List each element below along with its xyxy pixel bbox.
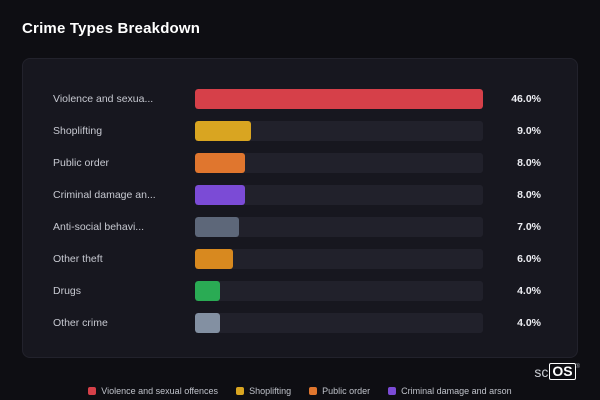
logo-box: OS: [549, 363, 576, 380]
row-label: Shoplifting: [53, 125, 103, 137]
bar-rows: Violence and sexua... 46.0% Shoplifting …: [53, 83, 541, 339]
row-label: Anti-social behavi...: [53, 221, 145, 233]
bar[interactable]: [195, 121, 252, 141]
bar-track: [195, 185, 483, 205]
row-value: 8.0%: [517, 189, 541, 201]
page-title: Crime Types Breakdown: [22, 20, 201, 37]
row-label: Criminal damage an...: [53, 189, 156, 201]
bar-row: Other theft 6.0%: [53, 243, 541, 275]
row-value: 8.0%: [517, 157, 541, 169]
legend-swatch-icon: [88, 387, 97, 395]
legend-label: Violence and sexual offences: [101, 386, 219, 396]
row-label: Violence and sexua...: [53, 93, 154, 105]
legend-item[interactable]: Public order: [309, 386, 370, 396]
row-label: Other crime: [53, 317, 108, 329]
legend-label: Criminal damage and arson: [401, 386, 512, 396]
legend-item[interactable]: Violence and sexual offences: [88, 386, 218, 396]
row-value: 7.0%: [517, 221, 541, 233]
bar-row: Other crime 4.0%: [53, 307, 541, 339]
bar-track: [195, 313, 483, 333]
row-value: 4.0%: [517, 285, 541, 297]
legend-swatch-icon: [309, 387, 318, 395]
legend-label: Shoplifting: [249, 386, 292, 396]
chart-legend: Violence and sexual offences Shoplifting…: [0, 386, 600, 396]
legend-swatch-icon: [236, 387, 245, 395]
registered-mark-icon: ®: [575, 364, 580, 370]
legend-item[interactable]: Shoplifting: [236, 386, 291, 396]
bar[interactable]: [195, 185, 246, 205]
bar-track: [195, 153, 483, 173]
row-value: 46.0%: [511, 93, 541, 105]
bar[interactable]: [195, 217, 239, 237]
scos-logo: sc OS ®: [534, 363, 580, 380]
bar[interactable]: [195, 313, 221, 333]
bar-track: [195, 121, 483, 141]
bar-track: [195, 281, 483, 301]
legend-label: Public order: [322, 386, 371, 396]
bar-row: Anti-social behavi... 7.0%: [53, 211, 541, 243]
bar-track: [195, 249, 483, 269]
row-label: Public order: [53, 157, 110, 169]
row-label: Other theft: [53, 253, 103, 265]
row-value: 9.0%: [517, 125, 541, 137]
crime-types-chart-card: Violence and sexua... 46.0% Shoplifting …: [22, 58, 578, 358]
bar-row: Drugs 4.0%: [53, 275, 541, 307]
row-value: 4.0%: [517, 317, 541, 329]
row-value: 6.0%: [517, 253, 541, 265]
bar-row: Criminal damage an... 8.0%: [53, 179, 541, 211]
logo-prefix: sc: [534, 363, 549, 380]
bar-row: Shoplifting 9.0%: [53, 115, 541, 147]
row-label: Drugs: [53, 285, 82, 297]
bar[interactable]: [195, 153, 246, 173]
bar[interactable]: [195, 249, 233, 269]
bar[interactable]: [195, 281, 221, 301]
legend-item[interactable]: Criminal damage and arson: [388, 386, 512, 396]
bar[interactable]: [195, 89, 483, 109]
bar-track: [195, 89, 483, 109]
bar-row: Violence and sexua... 46.0%: [53, 83, 541, 115]
legend-swatch-icon: [388, 387, 397, 395]
bar-track: [195, 217, 483, 237]
bar-row: Public order 8.0%: [53, 147, 541, 179]
